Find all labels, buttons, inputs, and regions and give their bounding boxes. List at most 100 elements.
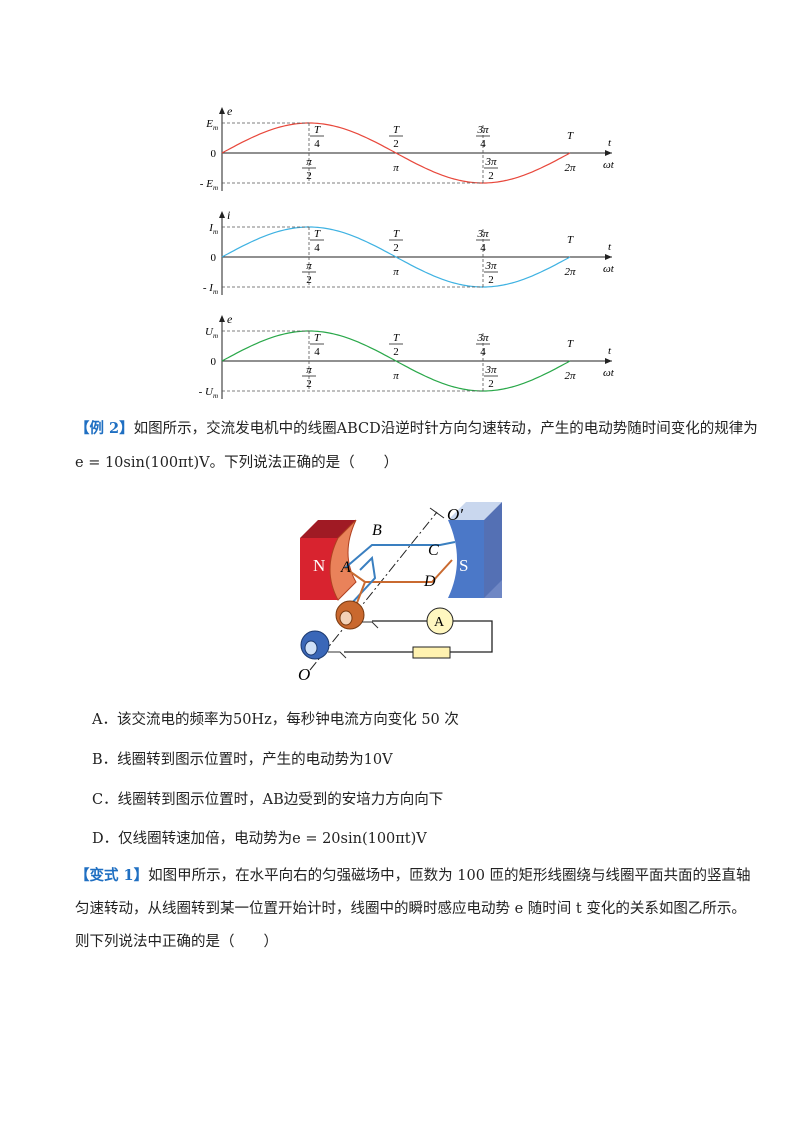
sub: m — [213, 392, 218, 400]
arrow — [605, 254, 612, 260]
y-axis-label: e — [227, 104, 233, 118]
phase-tick: 2 — [488, 170, 494, 182]
time-tick: 4 — [480, 138, 486, 150]
time-tick: 3π — [476, 124, 489, 136]
phase-tick: π — [393, 162, 399, 174]
phase-tick: π — [393, 370, 399, 382]
sub: m — [213, 124, 218, 132]
variant-line: 【变式 1】如图甲所示，在水平向右的匀强磁场中，匝数为 100 匝的矩形线圈绕与… — [75, 864, 751, 885]
coil-label: D — [423, 573, 436, 590]
time-tick: T — [314, 332, 321, 344]
example-line: e = 10sin(100πt)V。下列说法正确的是（ ） — [75, 451, 398, 472]
phase-tick: π — [306, 260, 312, 272]
text: 如图所示，交流发电机中的线圈ABCD沿逆时针方向匀速转动，产生的电动势随时间变化… — [133, 421, 758, 437]
curve — [221, 122, 571, 184]
phase-tick: π — [306, 364, 312, 376]
phase-tick: 2 — [306, 274, 312, 286]
amp: - I — [203, 282, 214, 294]
x-label: t — [608, 345, 612, 357]
y-axis-label: i — [227, 208, 230, 222]
phase-tick: 2π — [564, 266, 576, 278]
time-tick: 2 — [393, 242, 399, 254]
phase-tick: 2 — [306, 378, 312, 390]
time-tick: 4 — [480, 346, 486, 358]
option: D．仅线圈转速加倍，电动势为e = 20sin(100πt)V — [92, 831, 427, 847]
amp: U — [205, 326, 214, 338]
time-tick: T — [314, 228, 321, 240]
amp: I — [208, 222, 214, 234]
x-label: ωt — [603, 263, 615, 275]
arrow — [605, 150, 612, 156]
phase-tick: 2π — [564, 370, 576, 382]
time-tick: 4 — [314, 346, 320, 358]
arrow — [605, 358, 612, 364]
curve — [221, 226, 571, 288]
phase-tick: π — [306, 156, 312, 168]
text: e = 10sin(100πt)V。下列说法正确的是（ ） — [75, 455, 399, 471]
time-tick: T — [393, 228, 400, 240]
arrow — [219, 211, 225, 218]
time-tick: T — [567, 234, 574, 246]
option: C．线圈转到图示位置时，AB边受到的安培力方向向下 — [92, 792, 444, 808]
sub: m — [213, 228, 218, 236]
phase-tick: 2 — [306, 170, 312, 182]
x-label: ωt — [603, 367, 615, 379]
variant-line: 则下列说法中正确的是（ ） — [75, 934, 278, 950]
time-tick: T — [393, 124, 400, 136]
time-tick: 3π — [476, 228, 489, 240]
time-tick: 3π — [476, 332, 489, 344]
y-axis-label: e — [227, 312, 233, 326]
time-tick: 4 — [314, 138, 320, 150]
example-tag: 【例 2】 — [75, 420, 134, 437]
arrow — [219, 315, 225, 322]
x-label: t — [608, 241, 612, 253]
coil-label: C — [428, 542, 439, 559]
pole-label: S — [459, 556, 468, 575]
sub: m — [213, 184, 218, 192]
curve — [221, 330, 571, 392]
time-tick: T — [567, 130, 574, 142]
phase-tick: 3π — [484, 260, 497, 272]
axis-label: O — [298, 665, 310, 684]
origin-label: 0 — [211, 356, 217, 368]
generator-figure: N S A B C D O′ O A — [298, 502, 502, 684]
amplitude-label: - Im — [203, 282, 218, 296]
arrow — [219, 107, 225, 114]
time-tick: 4 — [314, 242, 320, 254]
amplitude-label: - Em — [200, 178, 218, 192]
option: B．线圈转到图示位置时，产生的电动势为10V — [92, 752, 393, 768]
time-tick: T — [567, 338, 574, 350]
axis-label: O′ — [447, 505, 463, 524]
time-tick: 2 — [393, 138, 399, 150]
origin-label: 0 — [211, 148, 217, 160]
amplitude-label: - Um — [199, 386, 218, 400]
time-tick: 2 — [393, 346, 399, 358]
time-tick: 4 — [480, 242, 486, 254]
origin-label: 0 — [211, 252, 217, 264]
variant-line: 匀速转动，从线圈转到某一位置开始计时，线圈中的瞬时感应电动势 e 随时间 t 变… — [75, 901, 746, 917]
variant-tag: 【变式 1】 — [75, 867, 149, 884]
coil-label: A — [340, 559, 351, 576]
pole-label: N — [313, 556, 325, 575]
amplitude-label: Um — [205, 326, 218, 340]
phase-tick: 3π — [484, 156, 497, 168]
sub: m — [213, 288, 218, 296]
time-tick: T — [393, 332, 400, 344]
option: A．该交流电的频率为50Hz，每秒钟电流方向变化 50 次 — [92, 712, 459, 728]
x-label: ωt — [603, 159, 615, 171]
amplitude-label: Em — [205, 118, 218, 132]
phase-tick: 2π — [564, 162, 576, 174]
phase-tick: 2 — [488, 378, 494, 390]
sub: m — [213, 332, 218, 340]
example-line: 【例 2】如图所示，交流发电机中的线圈ABCD沿逆时针方向匀速转动，产生的电动势… — [75, 417, 758, 438]
coil-label: B — [372, 522, 382, 539]
amp: E — [205, 118, 213, 130]
phase-tick: π — [393, 266, 399, 278]
x-label: t — [608, 137, 612, 149]
time-tick: T — [314, 124, 321, 136]
phase-tick: 3π — [484, 364, 497, 376]
text: 如图甲所示，在水平向右的匀强磁场中，匝数为 100 匝的矩形线圈绕与线圈平面共面… — [148, 868, 751, 884]
meter-label: A — [434, 615, 445, 630]
amp: - U — [199, 386, 214, 398]
